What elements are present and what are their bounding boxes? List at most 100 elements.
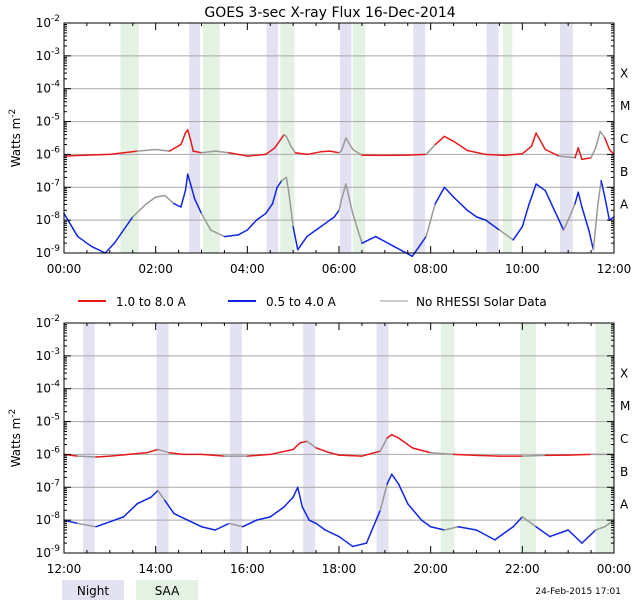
series-segment — [223, 234, 239, 238]
series-segment — [577, 147, 583, 161]
flare-class-label: C — [620, 132, 628, 146]
plot-frame — [63, 22, 615, 254]
series-segment — [63, 212, 79, 238]
series-segment — [498, 229, 514, 241]
series-segment — [246, 453, 271, 457]
y-tick-label: 10-4 — [36, 80, 61, 96]
series-segment — [352, 148, 363, 156]
series-segment — [592, 202, 599, 251]
series-segment — [521, 516, 537, 528]
series-segment — [329, 452, 340, 456]
series-segment — [77, 455, 97, 458]
night-key-label: Night — [77, 584, 110, 598]
series-segment — [200, 150, 216, 154]
series-segment — [429, 452, 455, 456]
series-segment — [109, 516, 125, 523]
x-tick-label: 00:00 — [597, 562, 632, 576]
series-segment — [276, 179, 283, 189]
series-segment — [77, 235, 93, 248]
series-segment — [443, 135, 455, 143]
series-segment — [319, 150, 331, 153]
series-segment — [352, 542, 368, 548]
series-segment — [484, 153, 505, 157]
night-band — [229, 323, 242, 553]
series-segment — [292, 225, 299, 251]
series-segment — [297, 486, 304, 508]
series-segment — [567, 529, 583, 544]
y-tick-label: 10-6 — [36, 145, 61, 161]
y-tick-label: 10-2 — [36, 314, 60, 330]
series-segment — [429, 525, 446, 531]
series-segment — [549, 529, 569, 538]
series-segment — [521, 145, 533, 155]
series-segment — [338, 199, 343, 212]
panel-top: 10-9 10-8 10-7 10-6 10-5 10-4 10-3 10-2 00:00 02:… — [8, 14, 631, 276]
series-segment — [452, 196, 469, 212]
series-segment — [407, 153, 427, 156]
series-segment — [397, 483, 409, 505]
series-segment — [608, 216, 615, 221]
series-segment — [200, 212, 212, 231]
series-segment — [269, 506, 285, 518]
series-segment — [77, 522, 97, 528]
x-tick-label: 12:00 — [47, 562, 82, 576]
x-tick-label: 04:00 — [230, 262, 265, 276]
saa-band — [120, 23, 139, 253]
series-segment — [264, 147, 276, 156]
x-tick-label: 10:00 — [505, 262, 540, 276]
series-segment — [466, 209, 478, 218]
series-segment — [604, 196, 611, 221]
series-segment — [324, 529, 340, 538]
series-segment — [315, 447, 331, 454]
series-segment — [113, 229, 125, 244]
series-segment — [292, 486, 299, 498]
series-segment — [567, 453, 592, 456]
series-segment — [361, 450, 381, 457]
series-segment — [145, 196, 157, 205]
series-segment — [299, 440, 308, 444]
series-segment — [535, 183, 546, 192]
series-segment — [63, 519, 79, 525]
series-segment — [189, 138, 194, 152]
flare-class-label: B — [620, 165, 628, 179]
series-segment — [581, 206, 590, 231]
series-segment — [599, 130, 606, 139]
series-segment — [544, 148, 560, 157]
series-segment — [173, 512, 189, 521]
series-segment — [122, 216, 134, 231]
series-segment — [109, 152, 125, 156]
x-tick-label: 18:00 — [322, 562, 357, 576]
series-segment — [420, 519, 432, 528]
series-segment — [544, 189, 556, 212]
flare-class-label: X — [620, 366, 628, 380]
series-segment — [214, 522, 230, 531]
series-segment — [379, 483, 388, 512]
series-segment — [386, 433, 393, 439]
series-long — [63, 433, 615, 458]
series-segment — [242, 519, 258, 528]
x-tick-label: 06:00 — [322, 262, 357, 276]
night-band — [266, 23, 279, 253]
y-tick-label: 10-2 — [36, 14, 60, 30]
series-segment — [512, 225, 524, 241]
series-segment — [374, 235, 395, 248]
series-segment — [581, 529, 597, 544]
series-segment — [452, 140, 469, 152]
series-segment — [574, 147, 579, 159]
series-segment — [192, 150, 203, 154]
series-segment — [104, 242, 116, 254]
series-segment — [562, 219, 569, 231]
series-segment — [290, 145, 297, 154]
series-segment — [597, 179, 602, 205]
saa-band — [595, 323, 614, 553]
series-segment — [306, 151, 322, 156]
series-segment — [193, 198, 203, 215]
y-tick-label: 10-5 — [36, 113, 60, 129]
series-segment — [136, 148, 157, 152]
series-segment — [157, 448, 171, 454]
series-segment — [122, 502, 139, 518]
legend-long-label: 1.0 to 8.0 A — [116, 295, 187, 309]
series-segment — [604, 137, 611, 151]
chart-title: GOES 3-sec X-ray Flux 16-Dec-2014 — [204, 5, 455, 21]
